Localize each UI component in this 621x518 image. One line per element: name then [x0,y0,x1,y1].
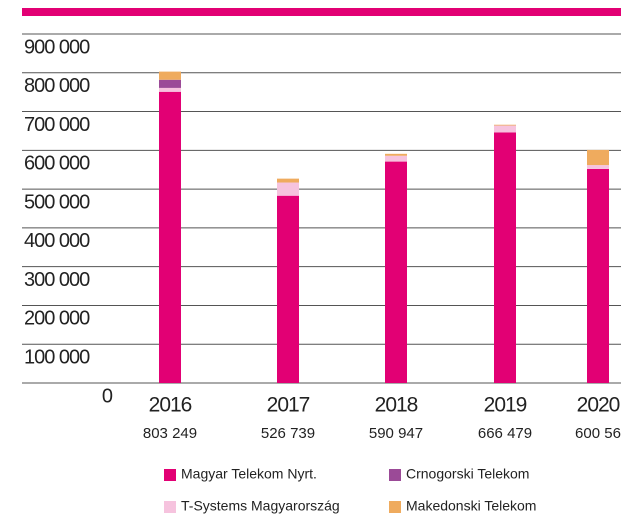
bar-segment [159,79,181,88]
legend-swatch [389,469,401,481]
total-label: 803 249 [143,425,197,442]
bar-segment [587,165,609,169]
legend-swatch [164,469,176,481]
y-tick-label: 200 000 [24,308,90,330]
bar-segment [159,91,181,383]
bar-segment [494,124,516,126]
bar-segment [277,182,299,196]
total-label: 600 56 [575,425,621,442]
bar-segment [277,195,299,383]
x-tick-label: 2019 [484,394,527,417]
legend-label: Magyar Telekom Nyrt. [181,466,317,482]
x-tick-label: 2016 [149,394,192,417]
bar-segment [277,178,299,183]
y-tick-label: 400 000 [24,230,90,252]
y-tick-label: 700 000 [24,114,90,136]
bar-segment [494,125,516,133]
bar-segment [587,168,609,383]
x-tick-label: 2017 [267,394,310,417]
bar-segment [159,87,181,92]
total-label: 666 479 [478,425,532,442]
y-tick-label: 0 [102,385,113,407]
x-tick-label: 2020 [577,394,620,417]
y-tick-label: 800 000 [24,75,90,97]
bar-segment [385,161,407,383]
legend-label: Makedonski Telekom [406,498,536,514]
y-tick-label: 300 000 [24,269,90,291]
x-tick-label: 2018 [375,394,418,417]
bar-segment [494,132,516,383]
legend-swatch [389,501,401,513]
legend-swatch [164,501,176,513]
bar-segment [385,153,407,156]
total-label: 526 739 [261,425,315,442]
y-tick-label: 900 000 [24,36,90,58]
legend-label: T-Systems Magyarország [181,498,340,514]
legend-label: Crnogorski Telekom [406,466,529,482]
y-tick-label: 100 000 [24,347,90,369]
header-bar [22,8,621,16]
bar-segment [159,71,181,80]
y-tick-label: 600 000 [24,153,90,175]
total-label: 590 947 [369,425,423,442]
bar-segment [587,149,609,166]
bar-segment [385,155,407,162]
y-tick-label: 500 000 [24,191,90,213]
